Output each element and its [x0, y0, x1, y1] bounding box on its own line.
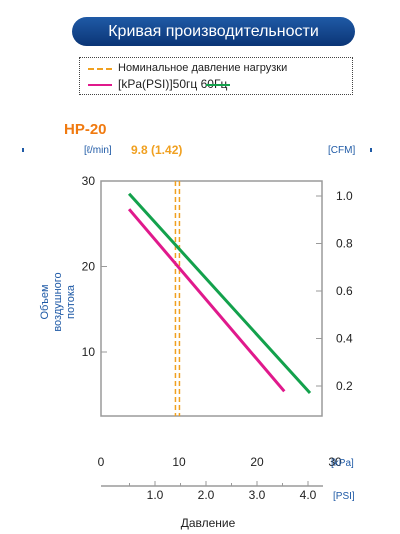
y-tick-label: 20 — [82, 260, 96, 274]
chart-title: Кривая производительности — [108, 23, 319, 40]
y2-tick-label: 0.6 — [336, 284, 353, 298]
y2-tick-label: 0.4 — [336, 332, 353, 346]
y2-axis-unit: [CFM] — [328, 145, 355, 156]
legend-label-series: [kPa(PSI)]50гц 60Гц — [118, 77, 228, 91]
x-psi-tick-label: 4.0 — [300, 488, 317, 502]
y2-tick-label: 0.2 — [336, 379, 353, 393]
model-name: HP-20 — [64, 121, 107, 138]
x-psi-tick-label: 3.0 — [249, 488, 266, 502]
series-line-green — [127, 192, 312, 395]
y2-tick-label: 0.8 — [336, 237, 353, 251]
legend: Номинальное давление нагрузки [kPa(PSI)]… — [79, 57, 353, 95]
x-psi-tick-label: 1.0 — [147, 488, 164, 502]
legend-swatch-dashed-orange — [88, 68, 112, 70]
decor-mark-right — [370, 148, 372, 152]
x-psi-unit: [PSI] — [333, 491, 355, 502]
rated-value-label: 9.8 (1.42) — [131, 143, 182, 157]
y-axis-label-line: Объем — [39, 284, 51, 319]
x-kpa-tick-label: 20 — [250, 455, 264, 469]
y-axis-label-line: воздушного — [52, 272, 64, 331]
y-axis-label-line: потока — [65, 284, 77, 319]
y-axis-label: Объемвоздушногопотока — [39, 272, 77, 331]
legend-swatch-green — [206, 84, 230, 86]
series-line-magenta — [127, 208, 286, 393]
x-psi-tick-label: 2.0 — [198, 488, 215, 502]
x-kpa-unit: [kPa] — [331, 458, 354, 469]
legend-swatch-magenta — [88, 84, 112, 86]
x-kpa-tick-label: 30 — [328, 455, 342, 469]
plot-frame — [100, 180, 323, 417]
x-axis-label: Давление — [181, 516, 236, 530]
chart-title-banner: Кривая производительности — [72, 17, 355, 46]
y-axis-unit: [ℓ/min] — [84, 145, 112, 156]
x-kpa-tick-label: 0 — [98, 455, 105, 469]
y-tick-label: 30 — [82, 174, 96, 188]
y2-tick-label: 1.0 — [336, 189, 353, 203]
decor-mark-left — [22, 148, 24, 152]
legend-label-rated-pressure: Номинальное давление нагрузки — [118, 62, 288, 74]
y-tick-label: 10 — [82, 345, 96, 359]
x-kpa-tick-label: 10 — [172, 455, 186, 469]
